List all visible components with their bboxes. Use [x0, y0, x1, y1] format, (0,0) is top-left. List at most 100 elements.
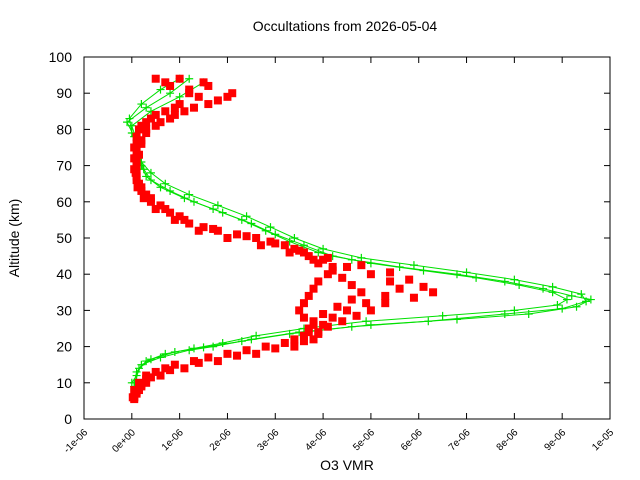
series-layer [123, 74, 595, 404]
data-point [185, 74, 194, 83]
data-point [161, 205, 170, 214]
data-point [548, 282, 557, 291]
data-point [319, 310, 328, 319]
data-point [146, 194, 155, 203]
data-point [381, 291, 390, 300]
data-point [170, 360, 179, 369]
data-point [314, 277, 323, 286]
data-point [161, 364, 170, 373]
series-0 [123, 74, 595, 391]
data-point [151, 110, 160, 119]
data-point [139, 165, 148, 174]
y-axis-label: Altitude (km) [6, 199, 22, 278]
data-point [204, 81, 213, 90]
data-point [189, 197, 198, 206]
data-point [252, 349, 261, 358]
data-point [438, 311, 447, 320]
data-point [252, 234, 261, 242]
data-point [185, 190, 194, 199]
data-point [175, 74, 184, 83]
data-point [419, 282, 428, 291]
data-point [175, 100, 184, 109]
data-point [409, 293, 418, 302]
data-point [125, 114, 134, 123]
data-point [228, 89, 237, 98]
x-tick-label: 1e-05 [590, 427, 616, 453]
data-point [352, 311, 361, 320]
x-tick-label: 6e-06 [399, 427, 425, 453]
data-point [347, 295, 356, 304]
y-tick-label: 100 [49, 49, 73, 65]
data-point [185, 219, 194, 228]
y-tick-label: 80 [56, 121, 72, 137]
data-point [142, 118, 151, 127]
data-point [562, 295, 571, 304]
data-point [137, 139, 146, 148]
data-point [314, 259, 323, 268]
data-point [166, 186, 175, 195]
data-point [515, 281, 524, 290]
data-point [242, 346, 251, 355]
data-point [290, 244, 299, 253]
data-point [256, 241, 265, 250]
data-point [319, 255, 328, 264]
chart-title: Occultations from 2026-05-04 [253, 18, 438, 34]
data-point [299, 241, 308, 250]
data-point [285, 248, 294, 257]
data-point [252, 331, 261, 340]
data-point [567, 291, 576, 300]
data-point [295, 306, 304, 315]
data-point [131, 154, 140, 163]
data-point [146, 373, 155, 382]
data-point [170, 103, 179, 112]
data-point [323, 270, 332, 279]
x-tick-label: 5e-06 [351, 427, 377, 453]
data-point [290, 335, 299, 344]
data-point [156, 201, 165, 210]
data-point [266, 223, 275, 232]
data-point [180, 107, 189, 116]
data-point [134, 378, 143, 387]
data-point [134, 125, 143, 134]
x-tick-label: 7e-06 [447, 427, 473, 453]
data-point [175, 212, 184, 221]
data-point [261, 342, 270, 351]
data-point [146, 168, 155, 177]
data-point [280, 241, 289, 250]
data-point [381, 299, 390, 308]
x-tick-label: 3e-06 [256, 427, 282, 453]
data-point [137, 100, 146, 109]
data-point [218, 338, 227, 347]
data-point [409, 261, 418, 270]
data-point [405, 275, 414, 284]
data-point [132, 139, 141, 148]
data-point [299, 313, 308, 322]
data-point [338, 273, 347, 282]
data-point [189, 103, 198, 112]
data-point [429, 288, 438, 297]
data-point [132, 132, 141, 141]
data-point [130, 386, 139, 395]
data-point [366, 259, 375, 268]
data-point [218, 208, 227, 217]
data-point [139, 194, 148, 203]
data-point [223, 349, 232, 358]
data-point [266, 237, 275, 246]
data-point [472, 273, 481, 282]
data-point [142, 371, 151, 380]
data-point [151, 74, 160, 83]
data-point [166, 366, 175, 375]
data-point [386, 268, 395, 277]
data-point [539, 284, 548, 293]
data-point [357, 253, 366, 262]
data-point [237, 337, 246, 346]
data-point [462, 268, 471, 277]
data-point [500, 277, 509, 286]
x-tick-label: 4e-06 [303, 427, 329, 453]
data-point [194, 358, 203, 367]
x-tick-label: -1e-06 [62, 427, 91, 456]
data-point [247, 219, 256, 228]
data-point [343, 306, 351, 315]
data-point [151, 205, 160, 214]
data-point [319, 320, 328, 329]
